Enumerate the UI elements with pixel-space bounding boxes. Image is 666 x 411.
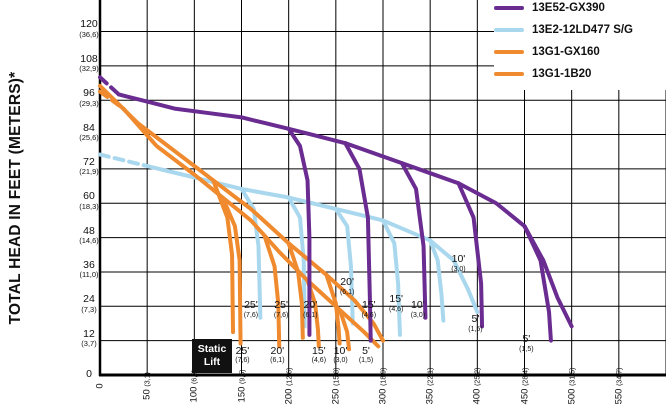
legend-label: 13G1-GX160: [532, 46, 600, 58]
static-lift-label: Static Lift: [192, 339, 232, 373]
y-tick-label: 36 (11,0): [79, 258, 99, 280]
lift-annotation: 15' (4,6): [389, 293, 404, 313]
legend: 13E52-GX390 13E2-12LD477 S/G 13G1-GX160 …: [494, 0, 666, 90]
legend-item: 13G1-1B20: [494, 66, 591, 82]
lift-annotation: 10' (3,0): [451, 253, 466, 273]
lift-annotation: 10' (3,0): [333, 344, 348, 365]
y-tick-label: 12 (3,7): [81, 327, 97, 349]
legend-swatch: [494, 50, 524, 54]
y-tick-label: 60 (18,3): [79, 190, 99, 211]
y-tick-label: 0: [86, 368, 92, 380]
lift-curve: [343, 141, 373, 343]
lift-annotation: 25' (7,6): [273, 299, 289, 319]
series-dashed-start: [98, 89, 126, 111]
lift-curve: [381, 218, 402, 337]
y-tick-label: 120 (36,6): [79, 18, 99, 39]
lift-annotation: 20' (6,1): [339, 276, 355, 296]
y-tick-label: 72 (21,9): [79, 155, 99, 177]
lift-annotation: 5' (1,5): [358, 344, 374, 365]
lift-curve: [428, 238, 446, 323]
lift-curve: [399, 161, 428, 320]
lift-curve: [286, 195, 307, 329]
lift-annotation: 15' (4,6): [361, 299, 377, 319]
lift-curve: [286, 126, 312, 337]
y-tick-label: 84 (25,6): [79, 121, 99, 143]
y-tick-label: 24 (7,3): [81, 293, 97, 314]
y-tick-label: 96 (29,3): [79, 87, 99, 108]
legend-label: 13E2-12LD477 S/G: [532, 24, 634, 36]
legend-item: 13E52-GX390: [494, 0, 605, 16]
lift-annotation: 5' (1,5): [519, 333, 534, 353]
series-dashed-start: [98, 152, 150, 169]
lift-curve: [333, 206, 355, 326]
legend-label: 13E52-GX390: [532, 2, 605, 14]
legend-swatch: [494, 72, 524, 76]
lift-annotation: 15' (4,6): [311, 344, 327, 365]
lift-curve: [211, 178, 236, 335]
lift-annotation: 25' (7,6): [243, 299, 259, 319]
lift-curve: [286, 241, 305, 340]
lift-curve: [324, 272, 342, 346]
lift-curve: [456, 181, 485, 329]
y-tick-label: 108 (32,9): [79, 52, 99, 74]
series-line: [116, 92, 574, 329]
lift-annotation: 20' (6,1): [270, 344, 285, 365]
legend-item: 13G1-GX160: [494, 44, 600, 60]
lift-curve: [522, 224, 553, 343]
lift-annotation: 10' (3,0): [410, 299, 426, 319]
legend-swatch: [494, 6, 524, 10]
lift-annotation: 25' (7,6): [235, 344, 250, 365]
legend-swatch: [494, 28, 524, 32]
legend-item: 13E2-12LD477 S/G: [494, 22, 633, 38]
lift-annotation: 20' (6,1): [303, 299, 318, 319]
legend-label: 13G1-1B20: [532, 68, 592, 80]
lift-curve: [338, 310, 352, 352]
lift-annotation: 5' (1,5): [468, 313, 483, 333]
y-tick-label: 48 (14,6): [79, 224, 99, 246]
series-line: [98, 83, 385, 343]
lift-curve: [220, 195, 243, 346]
lift-curve: [263, 235, 282, 349]
series-dashed-start: [98, 75, 121, 97]
